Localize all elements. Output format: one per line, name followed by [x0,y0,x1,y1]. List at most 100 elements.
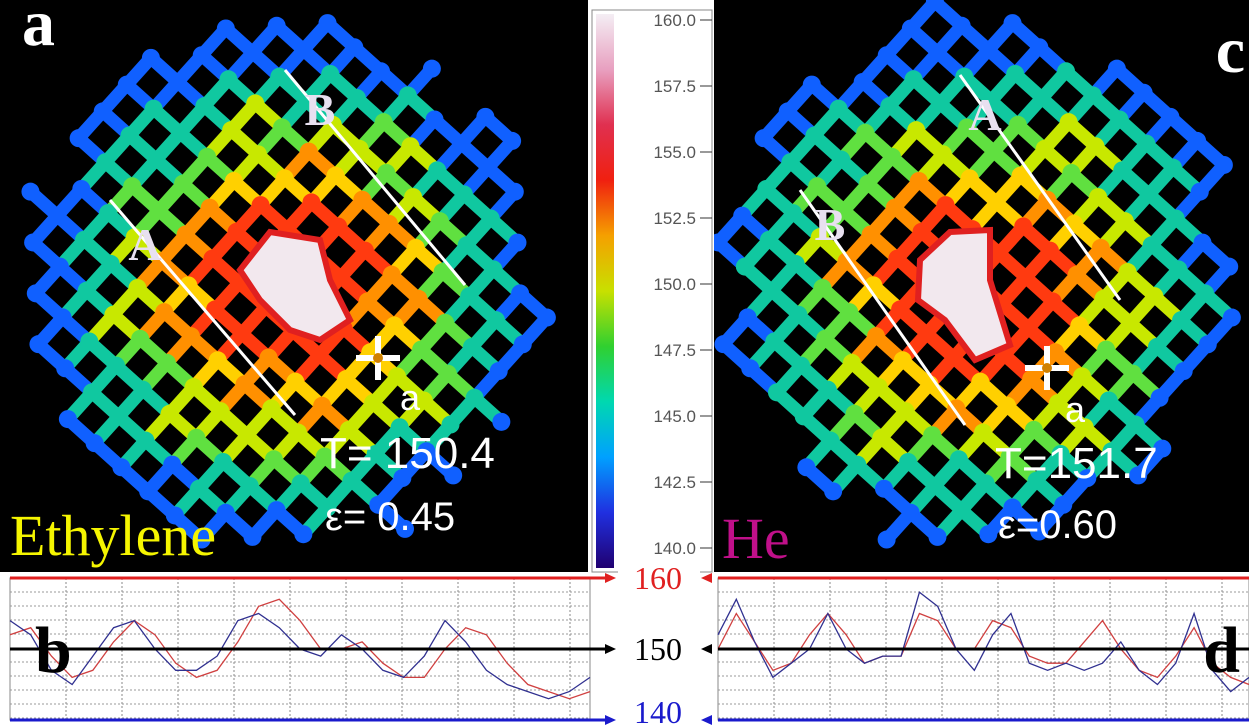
crosshair-center [373,353,383,363]
lattice-node [102,255,120,273]
lattice-node [134,381,152,399]
lattice-node [1020,319,1038,337]
lattice-node [131,330,149,348]
line-label: A [968,89,1001,140]
lattice-node [1070,317,1088,335]
lattice-node [484,260,502,278]
lattice-node [1161,108,1179,126]
lattice-node [351,140,369,158]
lattice-node [792,357,810,375]
lattice-node [1100,391,1118,409]
lattice-node [1086,137,1104,155]
lattice-node [203,250,221,268]
lattice-node [760,231,778,249]
lattice-node [1030,38,1048,56]
lattice-node [348,89,366,107]
lattice-node [508,234,526,252]
lattice-node [244,44,262,62]
lattice-node [29,335,47,353]
lattice-node [1151,389,1169,407]
lattice-node [506,183,524,201]
lattice-node [86,434,104,452]
lattice-node [1145,287,1163,305]
lattice-node [899,453,917,471]
lattice-node [289,424,307,442]
lattice-node [96,153,114,171]
lattice-node [843,354,861,372]
lattice-node [821,432,839,450]
lattice-node [813,279,831,297]
lattice-node [337,370,355,388]
lattice-node [896,402,914,420]
lattice-node [1143,236,1161,254]
lattice-node [118,76,136,94]
lattice-node [953,501,971,519]
lattice-node [787,255,805,273]
lattice-node [816,330,834,348]
panel-letter: a [22,0,55,60]
lattice-node [1137,135,1155,153]
lattice-node [252,196,270,214]
lattice-node [883,148,901,166]
lattice-node [910,172,928,190]
lattice-node [310,346,328,364]
lattice-node [273,118,291,136]
panel-letter: c [1216,14,1245,87]
lattice-node [460,287,478,305]
lattice-node [859,175,877,193]
lattice-node [905,70,923,88]
lattice-node [139,482,157,500]
lattice-node [867,327,885,345]
lattice-node [286,373,304,391]
level-arrow [605,644,616,654]
lattice-node [1017,268,1035,286]
lattice-node [985,143,1003,161]
lattice-node [1175,362,1193,380]
lattice-node [739,308,757,326]
colorbar-tick-label: 155.0 [653,143,696,162]
lattice-node [158,354,176,372]
lattice-node [241,477,259,495]
lattice-node [21,183,39,201]
lattice-node [128,279,146,297]
lattice-node [380,215,398,233]
lattice-node [187,429,205,447]
lattice-node [931,94,949,112]
lattice-node [214,453,232,471]
colorbar-tick-label: 142.5 [653,473,696,492]
lattice-node [779,102,797,120]
lattice-node [733,207,751,225]
figure: 160.0157.5155.0152.5150.0147.5145.0142.5… [0,0,1249,727]
lattice-node [832,151,850,169]
temperature: T=151.7 [995,439,1158,488]
lattice-node [487,311,505,329]
lattice-node [235,375,253,393]
lattice-node [463,338,481,356]
lattice-node [426,110,444,128]
lattice-node [1084,86,1102,104]
lattice-node [1004,14,1022,32]
lattice-node [1057,62,1075,80]
lattice-node [1044,292,1062,310]
colorbar-tick-label: 145.0 [653,407,696,426]
lattice-node [375,113,393,131]
lattice-node [225,172,243,190]
lattice-node [209,351,227,369]
level-arrow [701,715,712,725]
lattice-node [227,223,245,241]
lattice-node [891,300,909,318]
lattice-node [193,46,211,64]
lattice-node [1022,370,1040,388]
lattice-node [1108,60,1126,78]
lattice-node [80,332,98,350]
level-label: 160 [634,560,682,596]
lattice-node [878,531,896,549]
lattice-node [72,180,90,198]
lattice-node [110,407,128,425]
lattice-node [803,76,821,94]
lattice-node [59,410,77,428]
lattice-node [147,151,165,169]
lattice-node [217,504,235,522]
lattice-node [797,458,815,476]
profiles: bd160150140 [10,560,1249,727]
